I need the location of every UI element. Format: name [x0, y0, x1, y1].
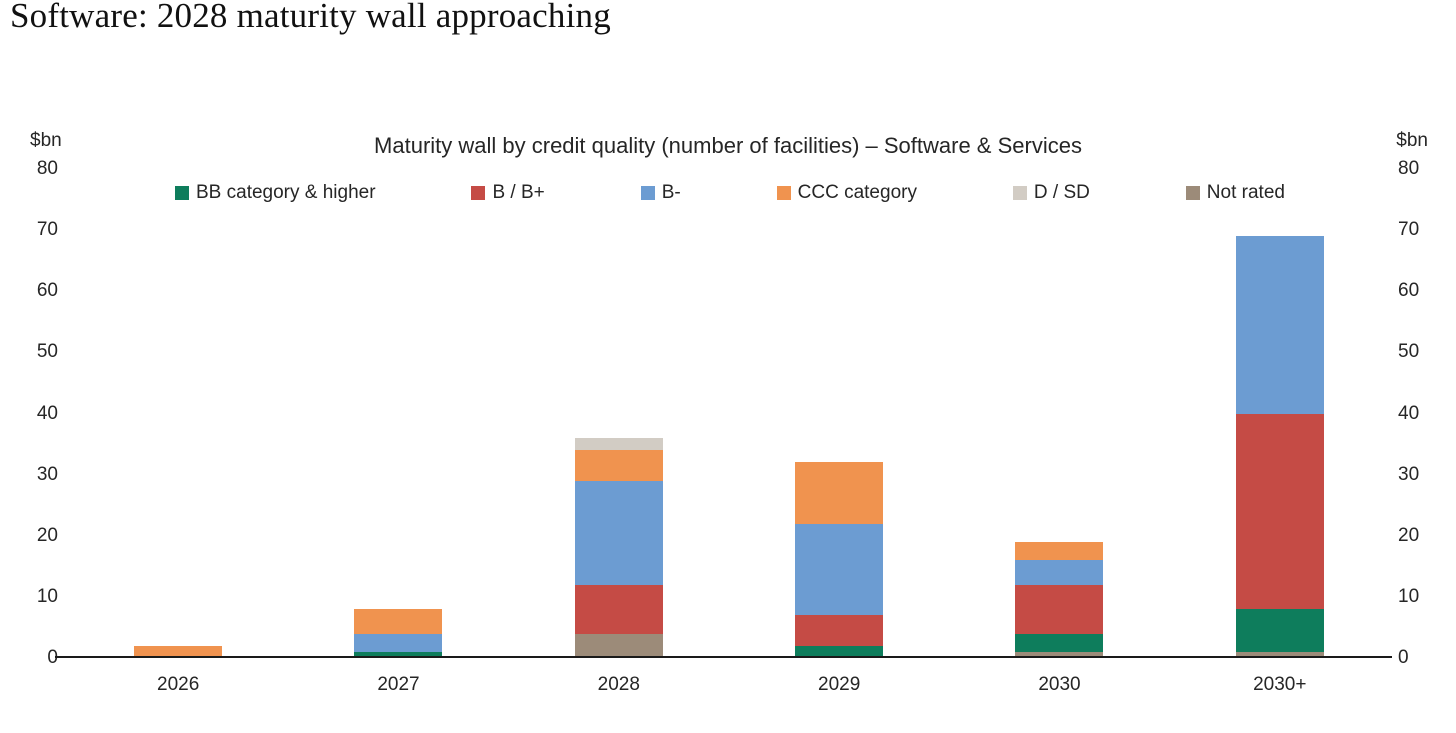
bar-segment — [1235, 651, 1324, 658]
legend-swatch-icon — [1012, 186, 1027, 200]
bar-segment — [1015, 560, 1104, 585]
x-axis-tick-label: 2030+ — [1253, 674, 1307, 695]
x-axis-tick-label: 2029 — [818, 674, 861, 695]
y-axis-tick-label: 20 — [36, 524, 58, 546]
legend-swatch-icon — [1185, 186, 1200, 200]
bar-segment — [1235, 413, 1324, 610]
y-axis-tick-label: 70 — [36, 219, 58, 241]
bar-segment — [574, 480, 663, 585]
y-axis-tick-label: 40 — [36, 402, 58, 424]
legend-label: CCC category — [797, 182, 917, 203]
bar-segment — [354, 633, 443, 652]
x-axis-line — [55, 656, 1392, 658]
plot-area — [68, 169, 1390, 658]
x-axis-tick-label: 2028 — [597, 674, 640, 695]
y-axis-tick-label: 20 — [1398, 524, 1420, 546]
y-axis-tick-label: 80 — [1398, 158, 1420, 179]
legend-item: B / B+ — [471, 182, 545, 204]
x-axis-tick-label: 2026 — [157, 674, 200, 695]
y-axis-tick-label: 0 — [1398, 647, 1409, 668]
bar-segment — [574, 450, 663, 481]
stacked-bar-2030+ — [1235, 236, 1324, 658]
legend-swatch-icon — [776, 186, 791, 200]
legend-item: CCC category — [776, 182, 917, 204]
bar-segment — [1015, 633, 1104, 652]
bar-slot — [288, 169, 508, 658]
y-axis-unit-left: $bn — [30, 130, 62, 151]
stacked-bar-2027 — [354, 609, 443, 658]
legend-swatch-icon — [471, 186, 486, 200]
legend-label: B- — [661, 182, 681, 203]
legend-label: D / SD — [1033, 182, 1090, 203]
bar-segment — [795, 523, 884, 616]
bar-slot — [68, 169, 288, 658]
legend-label: Not rated — [1206, 182, 1285, 203]
bar-segment — [134, 645, 223, 658]
bar-segment — [574, 584, 663, 634]
bar-slot — [1170, 169, 1390, 658]
bar-segment — [1015, 584, 1104, 634]
y-axis-tick-label: 0 — [47, 647, 58, 668]
y-axis-tick-label: 30 — [36, 463, 58, 485]
bar-segment — [795, 645, 884, 658]
legend-item: D / SD — [1012, 182, 1090, 204]
bar-segment — [574, 437, 663, 451]
bar-slot — [509, 169, 729, 658]
bar-segment — [1235, 609, 1324, 652]
y-axis-left: 0 10 20 30 40 50 60 70 80 — [0, 158, 58, 668]
y-axis-tick-label: 10 — [1398, 585, 1420, 607]
legend-swatch-icon — [175, 186, 189, 200]
y-axis-tick-label: 50 — [36, 341, 58, 363]
stacked-bar-2030 — [1015, 541, 1104, 658]
bar-segment — [1235, 236, 1324, 414]
y-axis-tick-label: 40 — [1398, 402, 1420, 424]
y-axis-right: 0 10 20 30 40 50 60 70 80 — [1398, 158, 1454, 668]
y-axis-tick-label: 70 — [1398, 219, 1420, 241]
y-axis-tick-label: 60 — [1398, 280, 1420, 302]
bar-segment — [795, 615, 884, 646]
bar-segment — [795, 462, 884, 524]
legend-label: B / B+ — [492, 182, 545, 203]
bar-segment — [574, 633, 663, 658]
stacked-bar-2026 — [134, 645, 223, 658]
y-axis-tick-label: 50 — [1398, 341, 1420, 363]
legend-item: Not rated — [1185, 182, 1285, 204]
y-axis-tick-label: 80 — [36, 158, 58, 179]
x-axis-tick-label: 2027 — [377, 674, 420, 695]
legend-swatch-icon — [640, 186, 655, 200]
page-title: Software: 2028 maturity wall approaching — [10, 0, 611, 35]
stacked-bar-2029 — [795, 462, 884, 658]
stacked-bar-2028 — [574, 437, 663, 658]
chart-legend: BB category & higher B / B+ B- CCC category… — [175, 182, 1285, 204]
legend-item: BB category & higher — [175, 182, 376, 204]
bar-segment — [354, 651, 443, 658]
bar-segment — [1015, 651, 1104, 658]
bar-segment — [354, 609, 443, 634]
bar-slot — [949, 169, 1169, 658]
chart-title: Maturity wall by credit quality (number … — [374, 133, 1082, 158]
x-axis-tick-label: 2030 — [1038, 674, 1081, 695]
y-axis-tick-label: 30 — [1398, 463, 1420, 485]
legend-label: BB category & higher — [196, 182, 376, 203]
x-axis-labels: 2026 2027 2028 2029 2030 2030+ — [68, 674, 1390, 696]
bar-segment — [1015, 541, 1104, 561]
legend-item: B- — [640, 182, 681, 204]
bar-slot — [729, 169, 949, 658]
y-axis-tick-label: 60 — [36, 280, 58, 302]
y-axis-unit-right: $bn — [1396, 130, 1428, 151]
y-axis-tick-label: 10 — [36, 585, 58, 607]
